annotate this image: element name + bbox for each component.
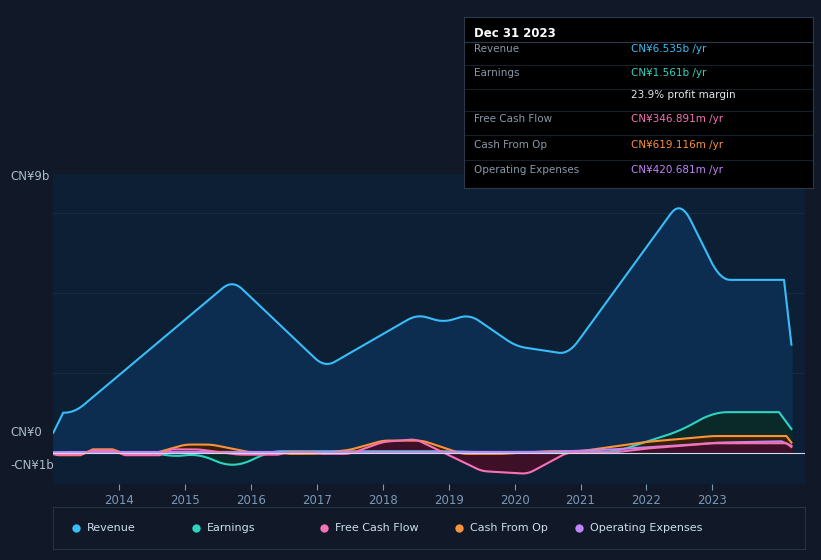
Text: Revenue: Revenue <box>87 523 136 533</box>
Text: Cash From Op: Cash From Op <box>475 140 548 150</box>
Text: CN¥1.561b /yr: CN¥1.561b /yr <box>631 68 707 78</box>
Text: Operating Expenses: Operating Expenses <box>590 523 703 533</box>
Text: Operating Expenses: Operating Expenses <box>475 165 580 175</box>
Text: Revenue: Revenue <box>475 44 520 54</box>
Text: -CN¥1b: -CN¥1b <box>11 459 54 473</box>
Text: Earnings: Earnings <box>475 68 520 78</box>
Text: Earnings: Earnings <box>208 523 256 533</box>
Text: Free Cash Flow: Free Cash Flow <box>475 114 553 124</box>
Text: Free Cash Flow: Free Cash Flow <box>335 523 419 533</box>
Text: CN¥346.891m /yr: CN¥346.891m /yr <box>631 114 723 124</box>
Text: CN¥420.681m /yr: CN¥420.681m /yr <box>631 165 723 175</box>
Text: 23.9% profit margin: 23.9% profit margin <box>631 90 736 100</box>
Text: Cash From Op: Cash From Op <box>470 523 548 533</box>
Text: CN¥9b: CN¥9b <box>11 170 50 183</box>
Text: CN¥6.535b /yr: CN¥6.535b /yr <box>631 44 707 54</box>
Text: Dec 31 2023: Dec 31 2023 <box>475 27 556 40</box>
Text: CN¥619.116m /yr: CN¥619.116m /yr <box>631 140 723 150</box>
Text: CN¥0: CN¥0 <box>11 426 43 439</box>
